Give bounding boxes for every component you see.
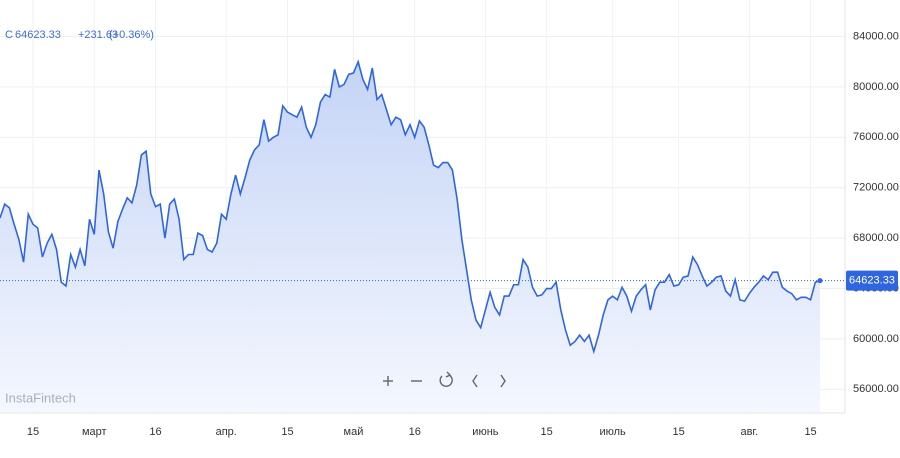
price-line <box>0 59 821 355</box>
y-tick-label: 60000.00 <box>853 333 899 345</box>
y-tick-label: 84000.00 <box>853 30 899 42</box>
x-tick-label: 15 <box>804 426 816 438</box>
y-tick-label: 68000.00 <box>853 232 899 244</box>
watermark: InstaFintech <box>5 390 76 405</box>
area-fill <box>0 61 820 413</box>
last-point <box>817 278 823 284</box>
x-tick-label: июнь <box>472 426 498 438</box>
zoom-in[interactable] <box>383 376 393 386</box>
price-tag <box>846 270 898 291</box>
labels: 56000.0060000.0064000.0068000.0072000.00… <box>27 30 899 437</box>
x-tick-label: июль <box>599 426 626 438</box>
x-tick-label: 16 <box>409 426 421 438</box>
symbol: C <box>5 29 13 41</box>
x-tick-label: 15 <box>672 426 684 438</box>
scroll-right[interactable] <box>500 374 506 388</box>
x-tick-label: 15 <box>281 426 293 438</box>
x-tick-label: 16 <box>149 426 161 438</box>
change-percent: (+0.36%) <box>109 29 154 41</box>
change: +231.63 <box>78 29 118 41</box>
plot <box>0 59 845 413</box>
y-tick-label: 56000.00 <box>853 383 899 395</box>
scroll-left[interactable] <box>472 374 478 388</box>
y-tick-label: 76000.00 <box>853 131 899 143</box>
x-tick-label: апр. <box>216 426 237 438</box>
reset[interactable] <box>439 371 453 387</box>
x-tick-label: 15 <box>27 426 39 438</box>
x-tick-label: март <box>82 426 107 438</box>
y-tick-label: 80000.00 <box>853 81 899 93</box>
header: C 64623.33 +231.63 (+0.36%) <box>5 29 154 41</box>
toolbar[interactable] <box>383 371 506 388</box>
price-tag-label: 64623.33 <box>849 275 895 287</box>
y-tick-label: 72000.00 <box>853 182 899 194</box>
x-tick-label: 15 <box>541 426 553 438</box>
x-tick-label: май <box>344 426 364 438</box>
last-price: 64623.33 <box>15 29 61 41</box>
x-tick-label: авг. <box>740 426 758 438</box>
